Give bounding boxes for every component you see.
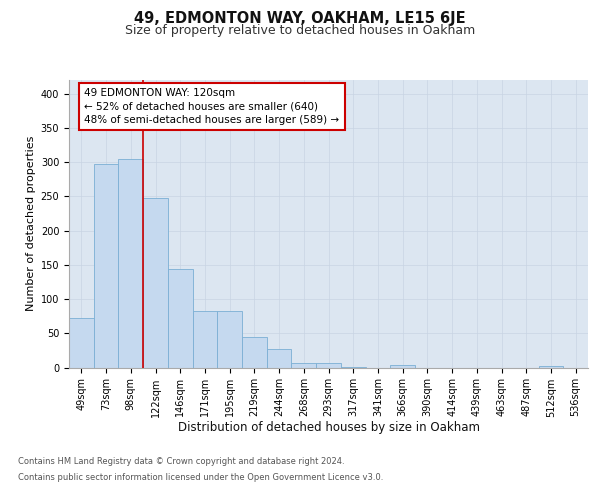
Bar — [539, 366, 563, 368]
Bar — [118, 158, 143, 368]
Bar — [94, 164, 118, 368]
Text: 49, EDMONTON WAY, OAKHAM, LE15 6JE: 49, EDMONTON WAY, OAKHAM, LE15 6JE — [134, 11, 466, 26]
Bar — [292, 362, 316, 368]
Y-axis label: Number of detached properties: Number of detached properties — [26, 136, 37, 312]
Bar — [143, 198, 168, 368]
Text: Size of property relative to detached houses in Oakham: Size of property relative to detached ho… — [125, 24, 475, 37]
Text: Contains public sector information licensed under the Open Government Licence v3: Contains public sector information licen… — [18, 472, 383, 482]
Bar — [69, 318, 94, 368]
Text: Contains HM Land Registry data © Crown copyright and database right 2024.: Contains HM Land Registry data © Crown c… — [18, 458, 344, 466]
Bar — [390, 366, 415, 368]
Bar — [267, 349, 292, 368]
Bar — [341, 367, 365, 368]
Text: Distribution of detached houses by size in Oakham: Distribution of detached houses by size … — [178, 421, 480, 434]
Bar — [217, 312, 242, 368]
Bar — [242, 338, 267, 368]
Bar — [316, 364, 341, 368]
Bar — [193, 312, 217, 368]
Text: 49 EDMONTON WAY: 120sqm
← 52% of detached houses are smaller (640)
48% of semi-d: 49 EDMONTON WAY: 120sqm ← 52% of detache… — [85, 88, 340, 124]
Bar — [168, 269, 193, 368]
